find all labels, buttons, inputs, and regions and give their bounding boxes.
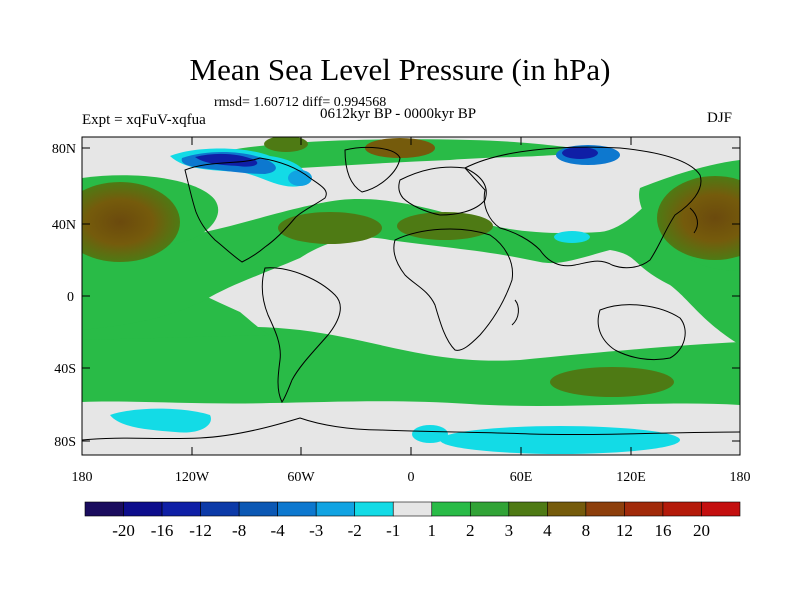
color-bar-swatch <box>624 501 664 517</box>
lon-tick-label: 60W <box>287 470 315 485</box>
color-bar-label: 1 <box>428 521 437 540</box>
lat-tick-label: 80N <box>52 142 76 157</box>
color-bar-label: -4 <box>271 521 286 540</box>
season-label: DJF <box>707 110 733 126</box>
arctic-high <box>264 137 308 152</box>
coastline-north-america <box>184 157 327 263</box>
lat-tick-label: 40S <box>54 362 76 377</box>
coastline-africa <box>393 228 514 351</box>
coastline-madagascar <box>511 299 519 326</box>
color-bar-label: 12 <box>616 521 633 540</box>
north-pacific-high-east <box>657 176 740 260</box>
lat-tick-label: 40N <box>52 218 76 233</box>
coastline-japan <box>689 207 698 234</box>
color-bar-label: -8 <box>232 521 246 540</box>
color-bar-swatch <box>469 501 510 517</box>
color-bar-label: -1 <box>386 521 400 540</box>
siberia-low-core <box>562 147 598 159</box>
statistics-label: rmsd= 1.60712 diff= 0.994568 <box>214 95 387 110</box>
coastline-south-america <box>261 267 341 403</box>
color-bar-label: -20 <box>112 521 135 540</box>
color-bar-label: -16 <box>151 521 174 540</box>
map-field <box>82 137 740 455</box>
color-bar-swatch <box>392 501 433 517</box>
greenland-high <box>365 138 435 158</box>
lon-tick-label: 180 <box>730 470 751 485</box>
color-bar-swatch <box>354 501 394 517</box>
color-bar-swatch <box>200 501 240 517</box>
color-bar-label: -3 <box>309 521 323 540</box>
color-bar-labels: -20 -16 -12 -8 -4 -3 -2 -1 1 2 3 4 8 12 16 20 <box>112 521 710 540</box>
period-label: 0612kyr BP - 0000kyr BP <box>320 106 477 122</box>
color-bar-swatch <box>585 501 625 517</box>
lon-tick-label: 60E <box>510 470 533 485</box>
color-bar-swatch <box>547 501 587 517</box>
coastline-asia <box>464 146 702 269</box>
lat-tick-label: 80S <box>54 435 76 450</box>
color-bar-swatch <box>431 501 471 517</box>
color-bar-label: 16 <box>654 521 671 540</box>
axis-ticks <box>81 137 741 455</box>
color-bar-label: 20 <box>693 521 710 540</box>
north-pacific-high-west <box>82 182 180 262</box>
coastline-australia <box>597 304 686 361</box>
color-bar-label: 2 <box>466 521 475 540</box>
southern-ocean-high <box>550 367 674 397</box>
color-bar-label: -12 <box>189 521 212 540</box>
asia-low <box>554 231 590 243</box>
lon-tick-label: 0 <box>408 470 415 485</box>
antarctic-low-center <box>412 425 448 443</box>
color-bar-swatch <box>238 501 278 517</box>
color-bar-swatch <box>701 501 741 517</box>
longitude-axis: 180 120W 60W 0 60E 120E 180 <box>72 470 751 485</box>
color-bar-swatch <box>84 501 124 517</box>
color-bar-swatch <box>315 501 356 517</box>
equatorial-band <box>82 190 740 345</box>
antarctic-low-west <box>110 408 211 433</box>
color-bar-label: 8 <box>582 521 591 540</box>
color-bar-swatch <box>662 501 702 517</box>
mediterranean-high <box>397 212 493 240</box>
color-bar-label: -2 <box>348 521 362 540</box>
coastlines <box>82 146 740 441</box>
hudson-low <box>288 170 312 186</box>
coastline-greenland <box>344 146 401 193</box>
lon-tick-label: 120E <box>616 470 646 485</box>
color-bar-swatch <box>508 501 548 517</box>
color-bar <box>84 501 741 517</box>
lon-tick-label: 120W <box>175 470 210 485</box>
arctic-low-core <box>195 153 258 167</box>
color-bar-swatch <box>161 501 201 517</box>
antarctic-low-east <box>440 426 680 454</box>
lon-tick-label: 180 <box>72 470 93 485</box>
color-bar-label: 3 <box>505 521 514 540</box>
coastline-europe <box>398 166 487 216</box>
experiment-label: Expt = xqFuV-xqfua <box>82 112 206 128</box>
north-atlantic-high <box>278 212 382 244</box>
color-bar-swatch <box>123 501 163 517</box>
latitude-axis: 80N 40N 0 40S 80S <box>52 142 76 450</box>
lat-tick-label: 0 <box>67 290 74 305</box>
coastline-antarctica <box>82 417 740 441</box>
color-bar-swatch <box>277 501 317 517</box>
color-bar-label: 4 <box>543 521 552 540</box>
map-title: Mean Sea Level Pressure (in hPa) <box>189 52 611 87</box>
